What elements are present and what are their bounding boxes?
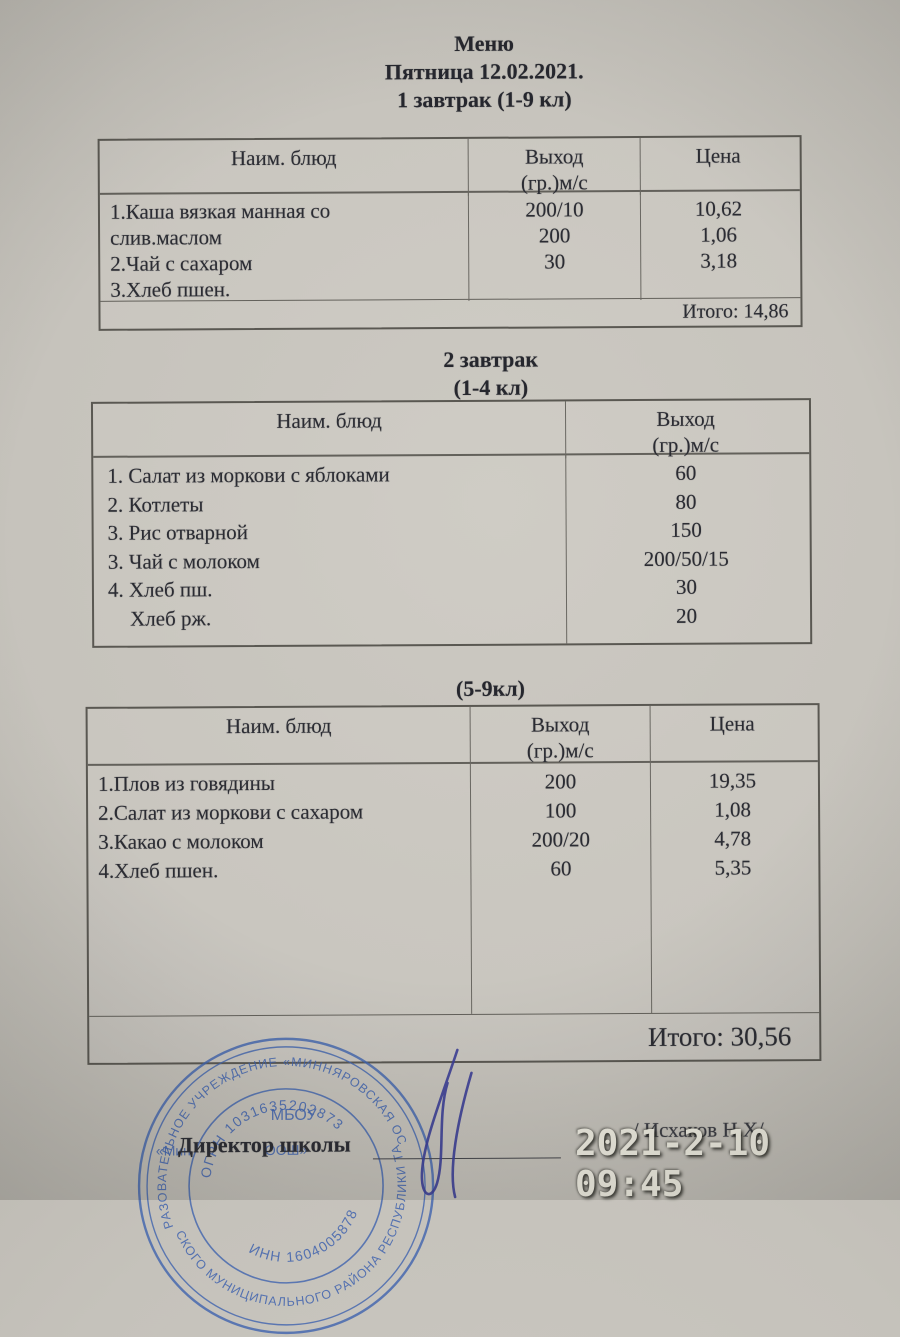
output-value: 60 <box>675 460 697 485</box>
col-header-dish: Наим. блюд <box>230 145 337 171</box>
price-value: 5,35 <box>714 855 752 880</box>
stamp-center-right: ООШ» <box>265 1142 308 1158</box>
menu-title-line2: Пятница 12.02.2021. <box>384 58 584 85</box>
output-column: 200 100 200/20 60 <box>469 762 652 1014</box>
breakfast1-table-body: 1.Каша вязкая манная со слив.маслом 2.Ча… <box>100 191 801 303</box>
col-header-dish: Наим. блюд <box>276 408 382 433</box>
dish-column: 1.Каша вязкая манная со слив.маслом 2.Ча… <box>100 193 469 303</box>
col-header-price: Цена <box>639 137 796 196</box>
breakfast2-table: Наим. блюд Выход (гр.)м/с 1. Салат из мо… <box>90 398 813 648</box>
grades59-table-header: Наим. блюд Выход (гр.)м/с Цена <box>87 705 818 766</box>
camera-timestamp: 2021-2-10 09:45 <box>575 1123 771 1205</box>
dish-line: 3. Чай с молоком <box>107 548 260 574</box>
col-header-output: Выход (гр.)м/с <box>469 705 650 764</box>
col-header-dish: Наим. блюд <box>225 713 332 739</box>
dish-line: Хлеб рж. <box>130 605 212 631</box>
col-header-output: Выход (гр.)м/с <box>467 138 640 196</box>
dish-column: 1.Плов из говядины 2.Салат из моркови с … <box>88 764 471 1016</box>
output-value: 200/10 <box>525 197 584 222</box>
output-value: 60 <box>550 856 572 881</box>
grades59-table: Наим. блюд Выход (гр.)м/с Цена 1.Плов из… <box>85 703 822 1065</box>
menu-title: Меню Пятница 12.02.2021. 1 завтрак (1-9 … <box>34 27 900 116</box>
output-value: 100 <box>544 798 577 823</box>
output-value: 200/50/15 <box>643 546 729 571</box>
breakfast2-table-header: Наим. блюд Выход (гр.)м/с <box>92 400 810 459</box>
breakfast2-heading: 2 завтрак (1-4 кл) <box>443 346 539 400</box>
menu-sheet: Меню Пятница 12.02.2021. 1 завтрак (1-9 … <box>34 27 900 1337</box>
dish-line: 3. Рис отварной <box>107 520 249 545</box>
output-value: 80 <box>675 489 697 514</box>
output-value: 150 <box>670 517 702 542</box>
dish-line: 2.Салат из моркови с сахаром <box>98 799 364 825</box>
price-column: 10,62 1,06 3,18 <box>639 191 797 300</box>
dish-line: 1.Плов из говядины <box>97 770 276 796</box>
dish-line: 3.Хлеб пшен. <box>110 277 231 302</box>
director-label: Директор школы <box>177 1131 351 1158</box>
dish-line: 4.Хлеб пшен. <box>98 858 219 883</box>
output-column: 60 80 150 200/50/15 30 20 <box>565 454 807 644</box>
dish-line: слив.маслом <box>110 225 223 250</box>
stamp-center-mbou: МБОУ <box>271 1107 318 1124</box>
output-value: 30 <box>675 574 697 599</box>
grades59-heading: (5-9кл) <box>455 675 526 701</box>
dish-line: 4. Хлеб пш. <box>107 577 213 602</box>
dish-line: 1. Салат из моркови с яблоками <box>107 462 390 488</box>
price-value: 3,18 <box>700 248 738 273</box>
price-column: 19,35 1,08 4,78 5,35 <box>649 762 816 1013</box>
stamp-inn-text: ИНН 1604005878 <box>243 1202 371 1281</box>
price-value: 19,35 <box>708 768 757 793</box>
output-value: 200 <box>538 223 571 248</box>
breakfast1-table: Наим. блюд Выход (гр.)м/с Цена 1.Каша вя… <box>97 135 803 331</box>
col-header-output: Выход (гр.)м/с <box>564 400 806 459</box>
menu-title-line3: 1 завтрак (1-9 кл) <box>396 86 572 113</box>
breakfast2-table-body: 1. Салат из моркови с яблоками 2. Котлет… <box>93 454 810 646</box>
col-header-price: Цена <box>649 705 814 763</box>
price-value: 1,06 <box>700 222 738 247</box>
dish-line: 2. Котлеты <box>107 491 204 517</box>
price-value: 4,78 <box>714 826 752 851</box>
output-value: 30 <box>544 249 566 274</box>
breakfast1-table-header: Наим. блюд Выход (гр.)м/с Цена <box>99 137 800 196</box>
signature <box>420 1048 473 1199</box>
dish-line: 1.Каша вязкая манная со <box>109 198 331 224</box>
price-value: 1,08 <box>714 797 752 822</box>
output-value: 200/20 <box>531 827 590 852</box>
output-column: 200/10 200 30 <box>467 192 641 301</box>
price-value: 10,62 <box>694 196 743 221</box>
grades59-table-body: 1.Плов из говядины 2.Салат из моркови с … <box>88 762 819 1016</box>
output-value: 200 <box>544 769 577 794</box>
menu-title-line1: Меню <box>454 30 515 56</box>
dish-line: 2.Чай с сахаром <box>110 251 253 276</box>
svg-text:ИНН 1604005878: ИНН 1604005878 <box>243 1202 371 1281</box>
dish-line: 3.Какао с молоком <box>98 828 264 854</box>
output-value: 20 <box>676 603 698 628</box>
stamp-center-left: «Мин <box>156 1142 191 1158</box>
dish-column: 1. Салат из моркови с яблоками 2. Котлет… <box>93 455 566 645</box>
